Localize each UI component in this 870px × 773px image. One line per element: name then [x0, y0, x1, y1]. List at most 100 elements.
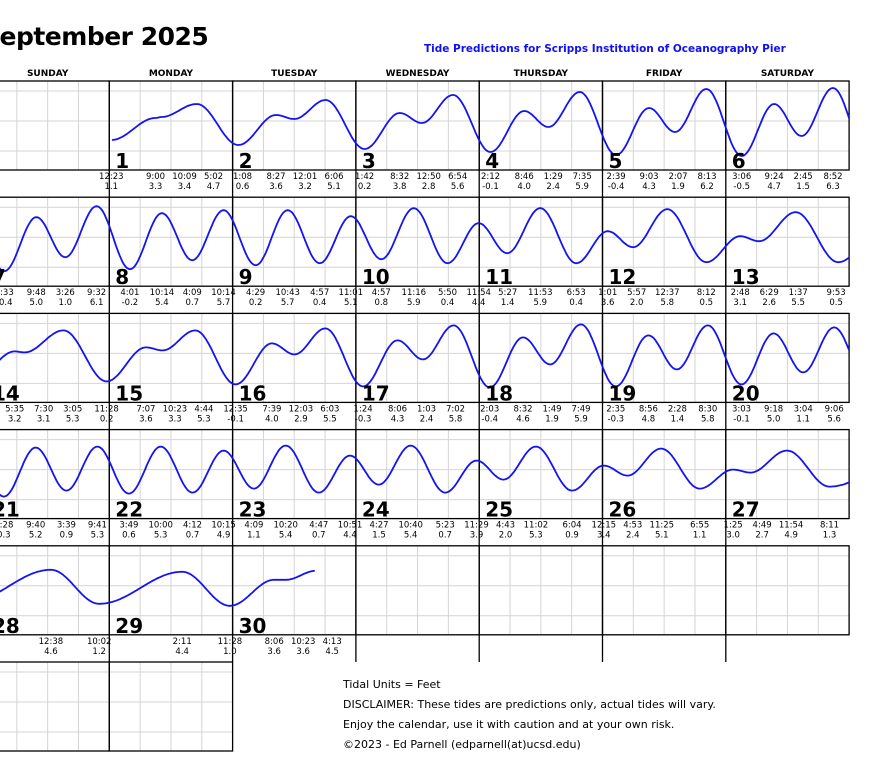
tide-height: 5.9 — [574, 414, 588, 424]
tide-curve — [355, 324, 481, 388]
day-number: 28 — [0, 614, 20, 638]
tide-time: 4:29 — [246, 288, 265, 298]
tide-time: 3:04 — [794, 404, 813, 414]
day-number: 21 — [0, 498, 20, 522]
tide-height: 4.4 — [472, 298, 486, 308]
tide-height: 5.8 — [661, 298, 675, 308]
day-number: 11 — [485, 265, 513, 289]
tide-height: 4.3 — [391, 414, 405, 424]
tide-height: 0.4 — [441, 298, 455, 308]
tide-curve — [232, 99, 357, 146]
tide-height: 2.8 — [422, 182, 436, 192]
tide-height: 3.6 — [601, 298, 615, 308]
tide-time: 3:06 — [732, 172, 751, 182]
tide-time: 5:35 — [5, 404, 24, 414]
day-number: 1 — [115, 149, 129, 173]
tide-time: 2:39 — [607, 172, 626, 182]
tide-height: 3.6 — [269, 182, 283, 192]
tide-height: 0.3 — [0, 531, 11, 541]
tide-height: 5.9 — [407, 298, 421, 308]
tide-time: 9:48 — [27, 288, 46, 298]
tide-time: 2:03 — [480, 404, 499, 414]
tide-time: 1:29 — [544, 172, 563, 182]
tide-height: 1.4 — [501, 298, 515, 308]
tide-curve — [108, 209, 234, 271]
tide-height: 2.9 — [294, 414, 308, 424]
tide-height: 0.9 — [565, 531, 579, 541]
tide-height: 1.9 — [671, 182, 685, 192]
tide-height: 0.7 — [186, 298, 200, 308]
weekday-header-friday: FRIDAY — [646, 69, 683, 79]
tide-time: 2:48 — [731, 288, 750, 298]
tide-time: 8:32 — [513, 404, 532, 414]
tide-curve — [232, 569, 315, 607]
tide-height: 0.6 — [236, 182, 250, 192]
tide-time: 1:25 — [724, 521, 743, 531]
tide-height: 4.7 — [767, 182, 781, 192]
tide-time: 4:57 — [310, 288, 329, 298]
weekday-header-thursday: THURSDAY — [514, 69, 569, 79]
tide-height: 0.2 — [249, 298, 263, 308]
tide-time: 3:49 — [119, 521, 138, 531]
day-number: 23 — [239, 498, 267, 522]
tide-height: 3.1 — [37, 414, 51, 424]
day-number: 3 — [362, 149, 376, 173]
tide-time: 7:35 — [573, 172, 592, 182]
tide-height: 5.1 — [655, 531, 669, 541]
tide-time: 10:02 — [87, 637, 112, 647]
tide-height: 3.2 — [8, 414, 22, 424]
tide-curve — [355, 94, 481, 150]
tide-height: 5.3 — [529, 531, 543, 541]
tide-time: 10:40 — [398, 521, 423, 531]
tide-height: 5.5 — [323, 414, 337, 424]
tide-height: 3.6 — [296, 647, 310, 657]
tide-curve — [601, 88, 727, 156]
tide-time: 10:14 — [150, 288, 175, 298]
tide-curve — [0, 445, 111, 498]
tide-height: 2.7 — [755, 531, 769, 541]
tide-time: 5:23 — [436, 521, 455, 531]
tide-time: 11:01 — [339, 288, 364, 298]
tide-height: 6.3 — [826, 182, 840, 192]
tide-height: 0.8 — [375, 298, 389, 308]
tide-height: 5.7 — [217, 298, 231, 308]
tide-time: 10:00 — [148, 521, 173, 531]
tide-curve — [0, 329, 110, 383]
tide-time: 8:11 — [820, 521, 839, 531]
tide-height: 3.4 — [597, 531, 611, 541]
tide-curve — [724, 87, 850, 157]
tide-height: 1.0 — [59, 298, 73, 308]
tide-curve — [355, 207, 480, 265]
tide-time: 10:09 — [172, 172, 197, 182]
tide-time: 2:35 — [606, 404, 625, 414]
tide-height: -0.4 — [0, 298, 12, 308]
tide-height: 5.8 — [449, 414, 463, 424]
tide-time: 8:06 — [388, 404, 407, 414]
tide-time: 11:28 — [94, 404, 119, 414]
tide-time: 1:49 — [542, 404, 561, 414]
tide-height: 4.9 — [217, 531, 231, 541]
tide-height: 5.4 — [155, 298, 169, 308]
day-number: 6 — [732, 149, 746, 173]
day-number: 29 — [115, 614, 143, 638]
tide-height: 5.0 — [767, 414, 781, 424]
tide-height: 3.6 — [139, 414, 153, 424]
tide-height: 0.6 — [122, 531, 136, 541]
tide-height: 0.2 — [358, 182, 372, 192]
day-number: 20 — [732, 381, 760, 405]
tide-height: 6.2 — [700, 182, 714, 192]
tide-time: 11:54 — [466, 288, 491, 298]
tide-height: 1.9 — [545, 414, 559, 424]
tide-height: 5.6 — [827, 414, 841, 424]
tide-time: 8:52 — [823, 172, 842, 182]
page-title: September 2025 — [0, 22, 209, 51]
tide-time: 9:32 — [87, 288, 106, 298]
day-number: 25 — [485, 498, 513, 522]
tide-height: 5.3 — [154, 531, 168, 541]
tide-height: 3.3 — [168, 414, 182, 424]
tide-time: 4:53 — [623, 521, 642, 531]
tide-height: 3.0 — [726, 531, 740, 541]
tide-time: 4:44 — [194, 404, 213, 414]
weekday-header-sunday: SUNDAY — [27, 69, 69, 79]
tide-height: 3.2 — [298, 182, 312, 192]
